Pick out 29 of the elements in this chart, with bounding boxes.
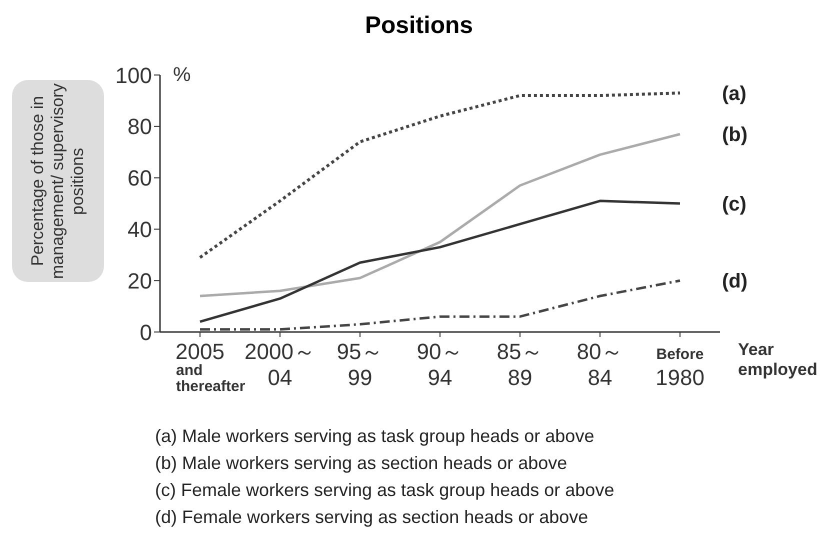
- x-tick-label: 90～ 94: [416, 339, 464, 390]
- line-series: [198, 279, 682, 331]
- y-axis-title: Percentage of those in management/ supervisory positions: [28, 82, 88, 281]
- line-series: [198, 132, 682, 298]
- text: (c): [722, 194, 746, 216]
- text: (a): [722, 82, 746, 105]
- x-tick-label: 2005 and thereafter: [176, 339, 246, 395]
- y-tick-label: 100: [115, 62, 152, 88]
- text: (a) Male workers serving as task group heads or above: [155, 425, 596, 448]
- line-series: [198, 200, 682, 323]
- y-tick-label: 20: [128, 268, 152, 294]
- text: (b) Male workers serving as section heads or above: [155, 452, 568, 475]
- x-tick-label: 80～ 84: [576, 339, 624, 390]
- x-tick-label: 2000～ 04: [244, 339, 316, 390]
- text: (c) Female workers serving as task group heads or above: [155, 479, 614, 502]
- y-tick-label: 80: [128, 114, 152, 140]
- x-tick-label: 85～ 89: [496, 339, 544, 390]
- line-series: [198, 91, 682, 259]
- y-tick-label: 40: [128, 217, 152, 242]
- y-tick-label: 60: [128, 166, 152, 191]
- x-tick-label: 95～ 99: [336, 339, 384, 390]
- x-axis-title: Year employed: [738, 340, 818, 380]
- x-tick-label: Before 1980: [656, 346, 704, 390]
- chart-title: Positions: [364, 12, 474, 40]
- text: (d) Female workers serving as section heads or above: [155, 506, 590, 529]
- annotation: %: [173, 64, 191, 87]
- y-tick-label: 0: [140, 320, 152, 345]
- text: (d): [722, 270, 748, 293]
- text: (b): [722, 124, 748, 146]
